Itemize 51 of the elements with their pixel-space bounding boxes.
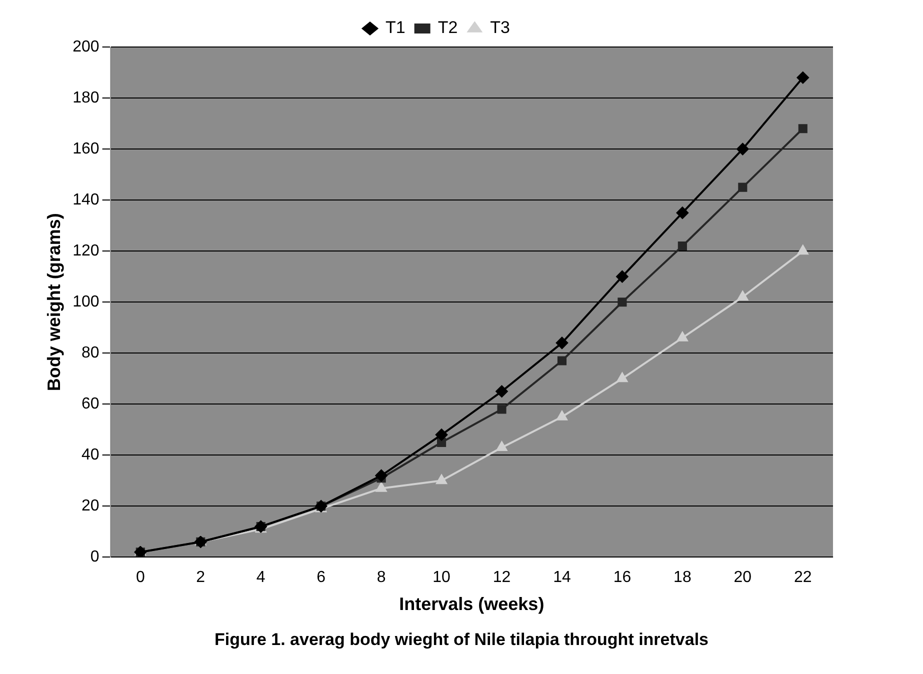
y-tick-label: 100 bbox=[72, 294, 100, 311]
y-tick-label: 80 bbox=[82, 344, 100, 362]
point bbox=[798, 124, 808, 134]
y-tick-label: 40 bbox=[82, 446, 100, 464]
point bbox=[616, 270, 628, 283]
x-tick-label: 2 bbox=[196, 569, 206, 586]
legend-label: T3 bbox=[490, 18, 510, 38]
point bbox=[678, 241, 687, 251]
x-tick-label: 4 bbox=[256, 569, 266, 586]
x-tick-label: 20 bbox=[734, 569, 752, 586]
point bbox=[375, 470, 388, 482]
legend-label: T2 bbox=[438, 18, 458, 38]
point bbox=[496, 442, 508, 452]
point bbox=[556, 410, 568, 420]
x-tick-label: 16 bbox=[613, 569, 632, 586]
point bbox=[557, 356, 567, 366]
y-tick-label: 160 bbox=[72, 140, 100, 158]
point bbox=[677, 332, 688, 342]
point bbox=[616, 372, 628, 382]
legend-label: T1 bbox=[385, 18, 406, 38]
point bbox=[436, 428, 448, 441]
point bbox=[676, 206, 688, 219]
caption: Figure 1. averag body wieght of Nile tilapia throught inretvals bbox=[213, 630, 710, 650]
y-axis-title: Body weight (grams) bbox=[44, 213, 64, 392]
y-tick-label: 180 bbox=[72, 89, 100, 106]
x-tick-label: 10 bbox=[432, 569, 451, 586]
point bbox=[556, 336, 568, 349]
x-axis-title: Intervals (weeks) bbox=[399, 594, 544, 614]
y-tick-label: 60 bbox=[82, 396, 100, 413]
point bbox=[618, 298, 627, 307]
y-tick-label: 20 bbox=[82, 498, 100, 515]
x-tick-label: 0 bbox=[136, 569, 145, 586]
point bbox=[736, 143, 749, 156]
point bbox=[798, 245, 808, 255]
x-tick-label: 6 bbox=[316, 569, 326, 586]
point bbox=[738, 182, 748, 192]
y-tick-label: 200 bbox=[72, 38, 100, 56]
x-tick-label: 14 bbox=[553, 569, 571, 586]
point bbox=[496, 385, 508, 398]
point bbox=[796, 72, 809, 84]
y-tick-label: 140 bbox=[72, 191, 100, 208]
y-tick-label: 0 bbox=[90, 548, 100, 566]
x-tick-label: 22 bbox=[794, 569, 812, 586]
point bbox=[436, 474, 447, 484]
point bbox=[737, 291, 748, 300]
y-tick-label: 120 bbox=[72, 242, 100, 260]
point bbox=[376, 482, 387, 492]
point bbox=[497, 404, 506, 414]
x-tick-label: 12 bbox=[492, 569, 511, 586]
x-tick-label: 18 bbox=[674, 569, 692, 586]
x-tick-label: 8 bbox=[376, 569, 386, 586]
